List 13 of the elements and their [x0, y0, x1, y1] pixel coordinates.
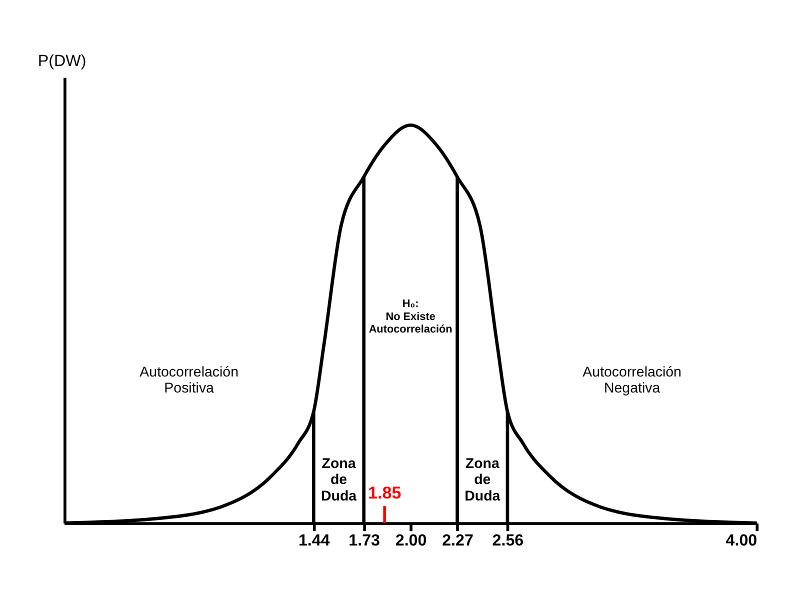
x-tick-label: 1.73 [348, 531, 380, 550]
annotation: Autocorrelación Negativa [582, 364, 682, 397]
x-tick-label: 2.56 [492, 531, 524, 550]
y-axis-title: P(DW) [38, 52, 86, 70]
x-tick-label: 2.27 [442, 531, 474, 550]
annotation: Autocorrelación Positiva [140, 364, 238, 397]
annotation: Zona de Duda [464, 456, 500, 504]
annotation: H₀: No Existe Autocorrelación [368, 298, 452, 336]
x-tick-label: 1.44 [298, 531, 330, 550]
x-tick-label: 4.00 [726, 531, 758, 550]
x-tick-label: 2.00 [395, 531, 427, 550]
annotation: Zona de Duda [320, 456, 357, 504]
ref-line-label: 1.85 [368, 483, 402, 502]
